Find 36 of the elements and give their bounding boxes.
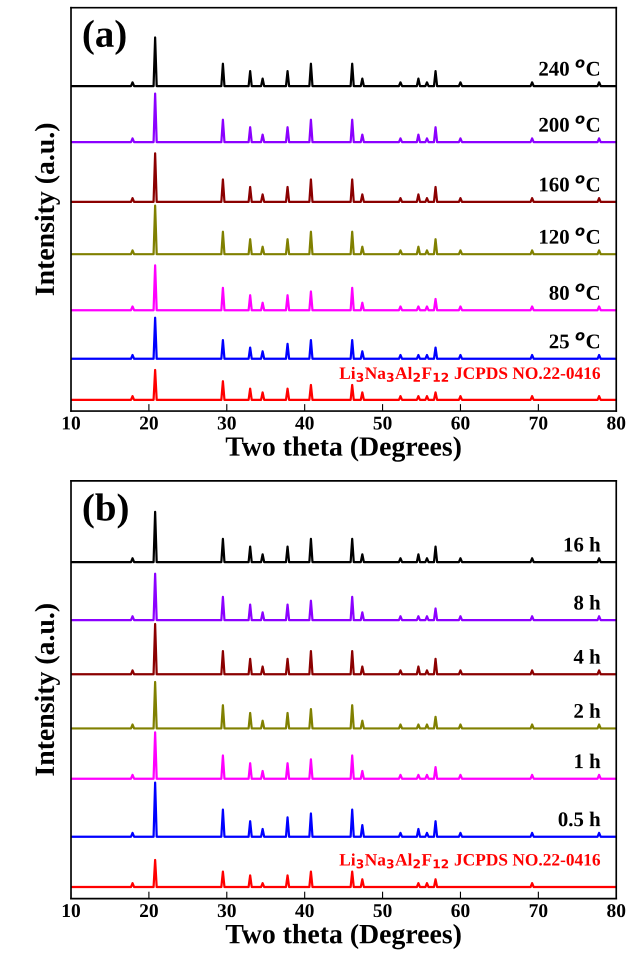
x-tick-label: 50 [374,416,392,430]
x-tick-label: 80 [607,904,626,918]
x-tick-label: 10 [62,904,80,918]
y-axis-title: Intensity (a.u.) [34,124,60,296]
series-label: 16 h [564,537,600,552]
x-tick-label: 30 [218,904,236,918]
chart-title: (a) [84,20,126,56]
series-label: 0.5 h [558,812,600,826]
series-label: 4 h [574,649,600,664]
series-label: 25 $^{o}$C [550,332,600,348]
x-tick-label: 40 [295,904,314,918]
x-tick-label: 60 [451,416,470,430]
y-axis-title: Intensity (a.u.) [34,604,60,776]
chart-title: (b) [84,493,128,529]
x-tick-label: 80 [607,416,626,430]
x-tick-label: 50 [374,904,392,918]
series-label: 120 $^{o}$C [540,228,600,244]
x-tick-label: 70 [530,416,548,430]
x-tick-label: 30 [218,416,236,430]
series-label: 8 h [574,595,600,610]
series-label: 200 $^{o}$C [539,115,600,132]
series-label: 240 $^{o}$C [539,59,600,76]
x-tick-label: 40 [295,416,314,430]
x-tick-label: 70 [530,904,548,918]
x-axis-title: Two theta (Degrees) [226,924,461,950]
text: Li$_{3}$Na$_{3}$Al$_{2}$F$_{12}$ JCPDS NO.22-0416 [340,366,600,382]
series-label: 80 $^{o}$C [549,284,600,300]
x-tick-label: 20 [140,416,158,430]
x-tick-label: 20 [140,904,158,918]
text: Li$_{3}$Na$_{3}$Al$_{2}$F$_{12}$ JCPDS NO.22-0416 [340,853,600,868]
x-tick-label: 10 [62,416,80,430]
series-label: 160 $^{o}$C [540,175,600,192]
x-tick-label: 60 [451,904,470,918]
x-axis-title: Two theta (Degrees) [226,436,461,462]
series-label: 2 h [574,703,600,718]
series-label: 1 h [575,754,600,768]
